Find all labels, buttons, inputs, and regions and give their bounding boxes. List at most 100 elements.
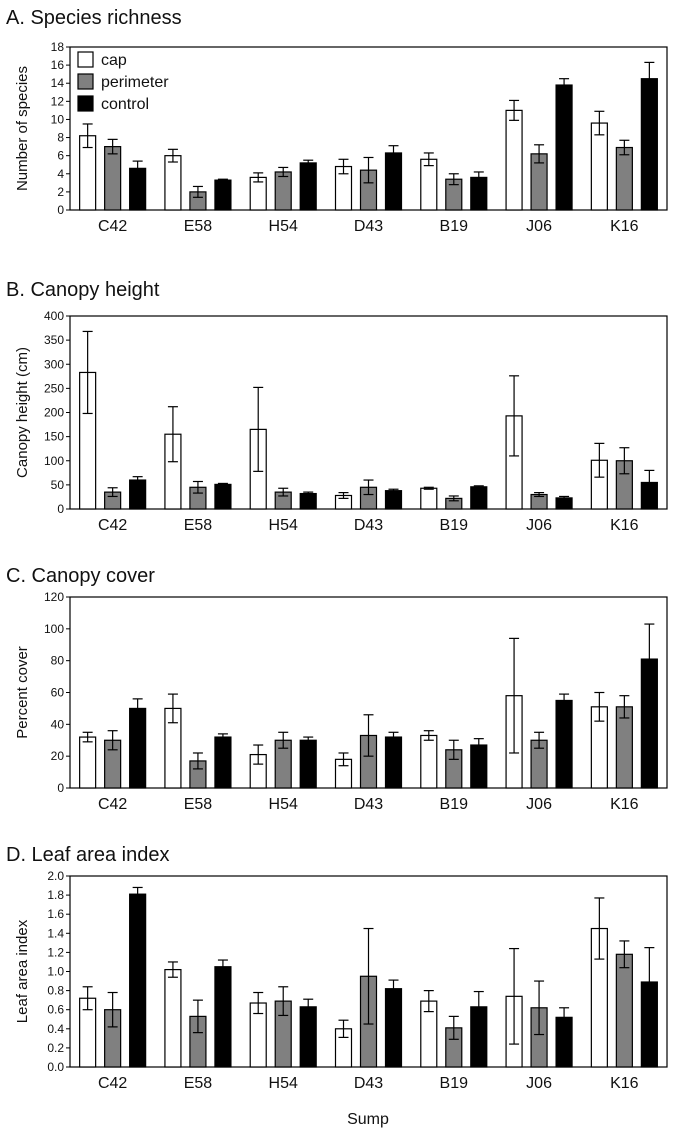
chart-panel-1: A. Species richness Number of species 0 2 4 6… — [6, 7, 668, 235]
legend-label-perimeter: perimeter — [101, 74, 169, 91]
y-tick-label: 1.8 — [47, 888, 64, 902]
x-tick-label: K16 — [610, 517, 639, 534]
legend-label-cap: cap — [101, 52, 127, 69]
y-tick-label: 0 — [57, 502, 64, 516]
bar-control-C42 — [129, 893, 147, 1068]
bar-control-D43 — [384, 152, 403, 211]
y-tick-label: 14 — [51, 76, 65, 90]
x-tick-label: D43 — [354, 1075, 383, 1092]
bar-control-K16 — [640, 78, 658, 211]
y-tick-label: 100 — [44, 454, 64, 468]
y-tick-label: 50 — [51, 478, 65, 492]
x-tick-label: H54 — [269, 796, 298, 813]
x-tick-label: K16 — [610, 1075, 639, 1092]
y-tick-label: 4 — [57, 167, 64, 181]
y-tick-label: 0.0 — [47, 1060, 64, 1074]
x-tick-label: J06 — [526, 796, 552, 813]
x-tick-label: H54 — [269, 1075, 298, 1092]
y-tick-label: 0.2 — [47, 1041, 64, 1055]
x-tick-label: D43 — [354, 218, 383, 235]
y-tick-label: 10 — [51, 112, 65, 126]
bar-control-E58 — [214, 736, 232, 789]
bar-cap-E58 — [164, 968, 182, 1068]
x-tick-label: C42 — [98, 1075, 127, 1092]
x-tick-label: E58 — [184, 218, 213, 235]
y-tick-label: 0 — [57, 203, 64, 217]
y-tick-label: 6 — [57, 149, 64, 163]
bar-control-B19 — [470, 486, 488, 510]
x-tick-label: D43 — [354, 517, 383, 534]
legend-swatch-perimeter — [77, 73, 94, 90]
legend-label-control: control — [101, 96, 149, 113]
y-tick-label: 300 — [44, 357, 64, 371]
legend-swatch-control — [77, 95, 94, 112]
y-tick-label: 150 — [44, 430, 64, 444]
y-tick-label: 16 — [51, 58, 65, 72]
bar-control-D43 — [384, 988, 403, 1068]
y-tick-label: 250 — [44, 381, 64, 395]
chart-panel-2: B. Canopy height Canopy height (cm) 0 50 100… — [6, 279, 668, 534]
y-tick-label: 400 — [44, 309, 64, 323]
bar-cap-J06 — [505, 109, 523, 211]
x-tick-label: B19 — [440, 796, 469, 813]
bar-cap-K16 — [590, 122, 608, 211]
panel-title: A. Species richness — [6, 7, 182, 29]
y-tick-label: 1.0 — [47, 965, 64, 979]
y-tick-label: 1.6 — [47, 907, 64, 921]
y-tick-label: 80 — [51, 654, 65, 668]
bar-control-J06 — [555, 84, 573, 211]
bar-control-J06 — [555, 699, 573, 789]
bar-perimeter-K16 — [615, 706, 633, 789]
panel-title: B. Canopy height — [6, 279, 160, 301]
bar-control-E58 — [214, 966, 232, 1068]
chart-panel-3: C. Canopy cover Percent cover 0 20 40 60 80 100… — [6, 565, 668, 813]
x-axis-title: Sump — [347, 1111, 389, 1128]
y-tick-label: 0.6 — [47, 1003, 64, 1017]
y-tick-label: 350 — [44, 333, 64, 347]
bar-cap-E58 — [164, 155, 182, 211]
y-tick-label: 1.2 — [47, 945, 64, 959]
x-tick-label: J06 — [526, 517, 552, 534]
y-tick-label: 2 — [57, 185, 64, 199]
y-tick-label: 100 — [44, 622, 64, 636]
y-tick-label: 200 — [44, 406, 64, 420]
x-tick-label: D43 — [354, 796, 383, 813]
y-tick-label: 20 — [51, 749, 65, 763]
x-tick-label: C42 — [98, 796, 127, 813]
bar-control-H54 — [299, 162, 317, 211]
bar-control-E58 — [214, 483, 232, 510]
y-tick-label: 18 — [51, 40, 65, 54]
x-tick-label: B19 — [440, 517, 469, 534]
x-tick-label: K16 — [610, 796, 639, 813]
y-axis-label: Leaf area index — [14, 919, 31, 1023]
bar-perimeter-H54 — [274, 171, 292, 211]
x-tick-label: E58 — [184, 796, 213, 813]
bar-perimeter-K16 — [615, 953, 633, 1068]
bar-control-C42 — [129, 707, 147, 789]
x-tick-label: J06 — [526, 218, 552, 235]
y-tick-label: 8 — [57, 131, 64, 145]
bar-perimeter-K16 — [615, 146, 633, 211]
y-tick-label: 40 — [51, 717, 65, 731]
panel-title: C. Canopy cover — [6, 565, 155, 587]
x-tick-label: K16 — [610, 218, 639, 235]
bar-control-H54 — [299, 739, 317, 789]
x-tick-label: B19 — [440, 1075, 469, 1092]
bar-control-D43 — [384, 736, 403, 789]
y-axis-label: Percent cover — [14, 646, 31, 739]
y-tick-label: 60 — [51, 686, 65, 700]
y-tick-label: 12 — [51, 94, 65, 108]
bar-cap-B19 — [420, 487, 438, 510]
chart-panel-4: D. Leaf area index Leaf area index 0.0 0.2 0… — [6, 844, 668, 1092]
x-tick-label: E58 — [184, 1075, 213, 1092]
bar-control-H54 — [299, 492, 317, 510]
bar-perimeter-C42 — [104, 146, 122, 211]
panel-title: D. Leaf area index — [6, 844, 169, 866]
x-tick-label: H54 — [269, 218, 298, 235]
bar-control-H54 — [299, 1006, 317, 1068]
y-tick-label: 2.0 — [47, 869, 64, 883]
x-tick-label: H54 — [269, 517, 298, 534]
x-tick-label: B19 — [440, 218, 469, 235]
y-tick-label: 0.4 — [47, 1022, 64, 1036]
